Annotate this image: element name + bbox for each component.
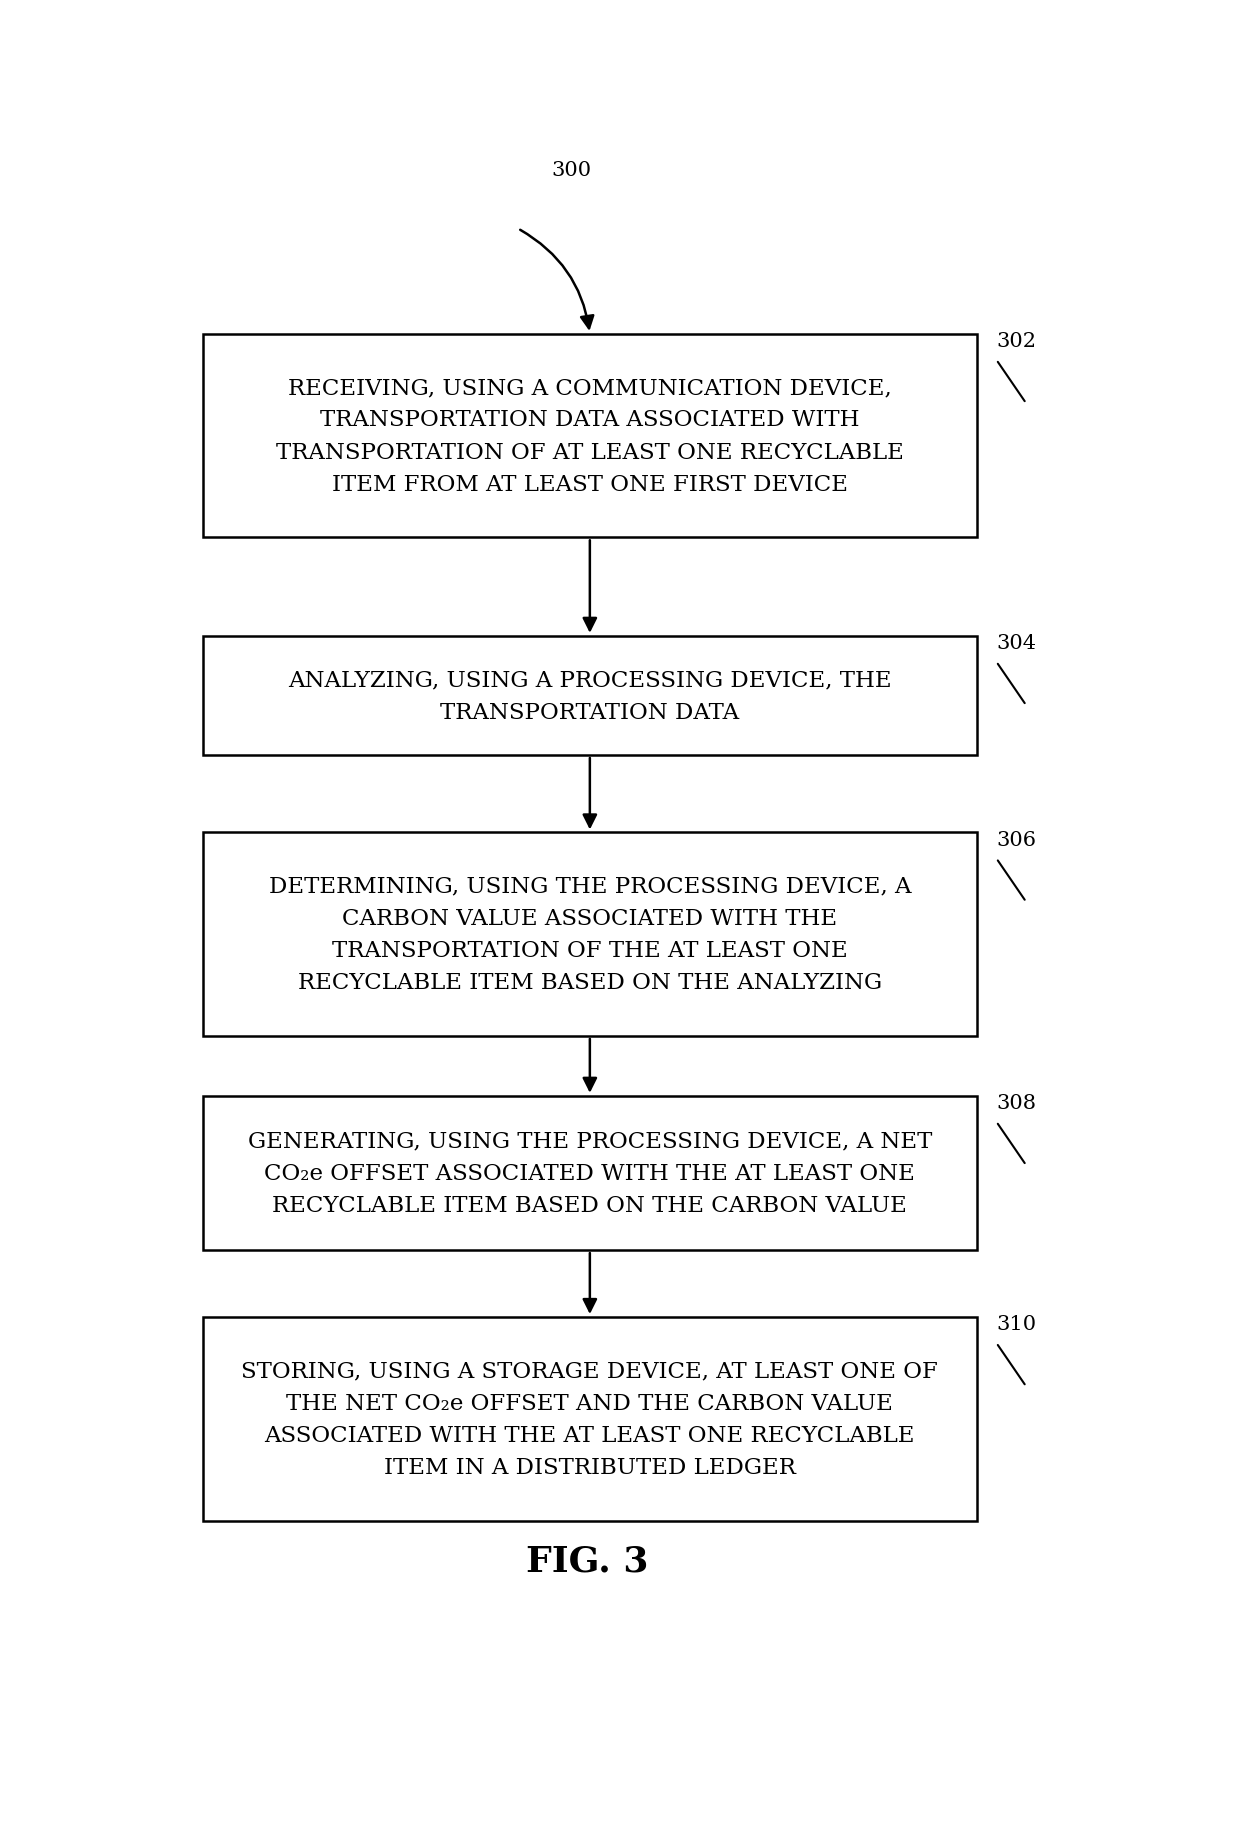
Text: ANALYZING, USING A PROCESSING DEVICE, THE
TRANSPORTATION DATA: ANALYZING, USING A PROCESSING DEVICE, TH… — [288, 669, 892, 724]
Text: 310: 310 — [996, 1314, 1035, 1333]
Text: DETERMINING, USING THE PROCESSING DEVICE, A
CARBON VALUE ASSOCIATED WITH THE
TRA: DETERMINING, USING THE PROCESSING DEVICE… — [269, 875, 911, 994]
Bar — [203, 335, 977, 538]
Text: 300: 300 — [552, 160, 591, 180]
Bar — [203, 833, 977, 1037]
Text: RECEIVING, USING A COMMUNICATION DEVICE,
TRANSPORTATION DATA ASSOCIATED WITH
TRA: RECEIVING, USING A COMMUNICATION DEVICE,… — [277, 377, 904, 496]
Text: 308: 308 — [996, 1094, 1035, 1112]
Text: STORING, USING A STORAGE DEVICE, AT LEAST ONE OF
THE NET CO₂e OFFSET AND THE CAR: STORING, USING A STORAGE DEVICE, AT LEAS… — [242, 1360, 939, 1478]
Bar — [203, 1318, 977, 1520]
Text: FIG. 3: FIG. 3 — [526, 1544, 649, 1577]
Text: 304: 304 — [996, 634, 1035, 653]
Bar — [203, 1096, 977, 1251]
Text: 302: 302 — [996, 332, 1035, 350]
Bar — [203, 636, 977, 757]
Text: 306: 306 — [996, 829, 1035, 850]
Text: GENERATING, USING THE PROCESSING DEVICE, A NET
CO₂e OFFSET ASSOCIATED WITH THE A: GENERATING, USING THE PROCESSING DEVICE,… — [248, 1130, 932, 1216]
